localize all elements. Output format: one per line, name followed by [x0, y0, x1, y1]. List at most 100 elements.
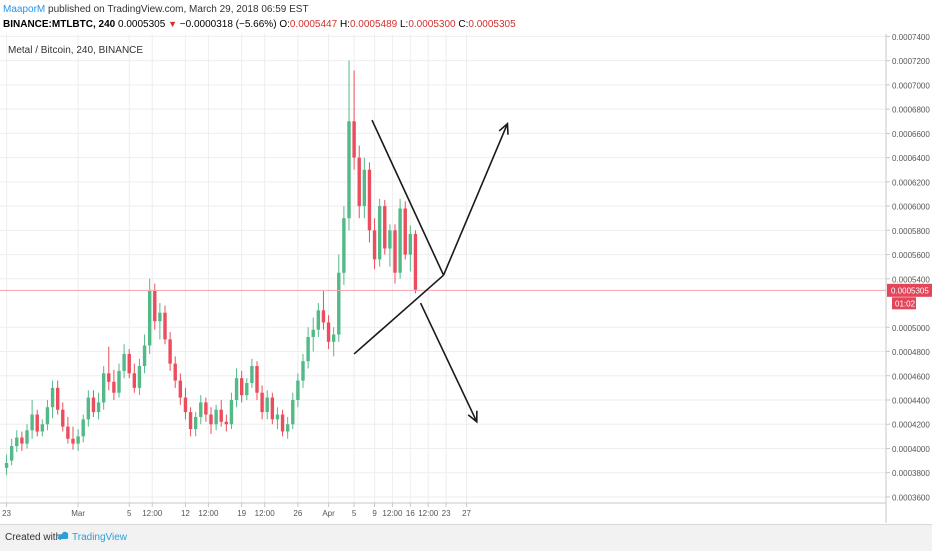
candle-body [408, 233, 413, 255]
price-tag-bg [887, 283, 932, 297]
candle [342, 206, 346, 285]
candle [224, 414, 229, 432]
candle-body [245, 383, 249, 396]
candle [137, 358, 142, 396]
l-value: 0.0005300 [408, 19, 456, 30]
arrow-head [498, 121, 509, 135]
candle-body [163, 312, 167, 340]
candle-body [331, 334, 336, 342]
candle [81, 414, 85, 443]
candle [96, 392, 101, 420]
price-tag-label: 0.0005305 [891, 286, 929, 295]
o-value: 0.0005447 [289, 19, 338, 30]
candle [383, 200, 387, 255]
candle [321, 290, 326, 330]
candle [66, 416, 70, 444]
time-tick-label: 27 [462, 509, 471, 518]
candle [367, 162, 372, 243]
arrow-head [467, 410, 478, 424]
symbol-ohlc-line: BINANCE:MTLBTC, 240 0.0005305 ▼ −0.00003… [3, 19, 516, 30]
candle [331, 327, 336, 357]
candle-body [137, 366, 142, 388]
candle [352, 70, 356, 170]
candle [229, 392, 234, 430]
candle-body [193, 416, 198, 430]
candle-body [352, 121, 356, 158]
candle [337, 254, 341, 342]
candle [193, 412, 198, 437]
arrow-line [419, 302, 478, 423]
candle [285, 416, 290, 439]
candle [158, 303, 162, 340]
candle-body [45, 407, 50, 425]
price-tick-label: 0.0006600 [892, 130, 930, 139]
candle-body [112, 381, 116, 393]
candle [291, 392, 295, 430]
candle [234, 368, 239, 408]
countdown-tag-label: 01:02 [895, 299, 916, 308]
time-tick-label: 26 [293, 509, 302, 518]
candle [147, 278, 152, 354]
candle-body [362, 169, 367, 207]
candle [280, 409, 285, 437]
price-tick-label: 0.0007000 [892, 81, 930, 90]
candle-body [229, 399, 234, 425]
time-axis[interactable]: 23 Mar 5 12:00 12 12:00 19 12:00 26 Apr 5 9 12:00 16 1… [0, 502, 886, 518]
candle [260, 385, 264, 420]
o-label: O: [279, 19, 290, 30]
candle [153, 283, 157, 330]
candle-body [147, 290, 152, 346]
candle [183, 387, 188, 420]
chart-grid [0, 34, 886, 503]
candle-body [204, 402, 208, 415]
candle [296, 373, 300, 408]
candle [50, 380, 55, 419]
time-tick-label: 9 [372, 509, 377, 518]
candle [306, 327, 310, 369]
price-tick-label: 0.0003600 [892, 493, 930, 502]
price-tick-label: 0.0004600 [892, 372, 930, 381]
candle-body [25, 430, 29, 444]
price-tick-label: 0.0005400 [892, 275, 930, 284]
candle-body [234, 378, 239, 400]
footer-bar: Created with TradingView [0, 524, 932, 551]
candle-body [367, 169, 372, 231]
candle [173, 356, 177, 388]
candle [168, 332, 172, 371]
price-tick-label: 0.0004000 [892, 445, 930, 454]
candle [250, 358, 254, 388]
candle-body [55, 387, 60, 410]
price-tick-label: 0.0005600 [892, 251, 930, 260]
trend-line [371, 119, 445, 276]
candle [76, 429, 80, 451]
candle-body [372, 230, 377, 260]
candle [316, 303, 321, 337]
published-text: published on TradingView.com, March 29, … [48, 4, 309, 15]
candle-body [357, 157, 361, 207]
candle [71, 426, 75, 450]
candle-body [265, 397, 269, 413]
last-price: 0.0005305 [118, 19, 166, 30]
candle [311, 317, 315, 352]
candle-body [76, 436, 80, 444]
candle [393, 224, 397, 284]
candle [9, 438, 14, 466]
candle-body [142, 345, 147, 367]
time-tick-label: 12:00 [198, 509, 219, 518]
time-tick-label: 16 [406, 509, 415, 518]
price-chart[interactable]: 0.0003600 0.0003800 0.0004000 0.0004200 0.00… [0, 0, 932, 524]
symbol-interval[interactable]: BINANCE:MTLBTC, 240 [3, 19, 116, 30]
author-link[interactable]: MaaporM [3, 4, 46, 15]
published-line: MaaporM published on TradingView.com, Ma… [3, 4, 309, 15]
price-axis[interactable]: 0.0003600 0.0003800 0.0004000 0.0004200 0.00… [885, 33, 932, 523]
footer-brand-link[interactable]: TradingView [72, 532, 128, 543]
candle [204, 397, 208, 422]
candle-body [66, 426, 70, 439]
price-tick-label: 0.0005800 [892, 227, 930, 236]
footer-created-text: Created with [5, 532, 62, 543]
tradingview-logo-icon [58, 531, 69, 539]
candle-body [321, 310, 326, 323]
candle [117, 363, 121, 398]
candle [86, 390, 91, 427]
candle-body [301, 361, 305, 381]
